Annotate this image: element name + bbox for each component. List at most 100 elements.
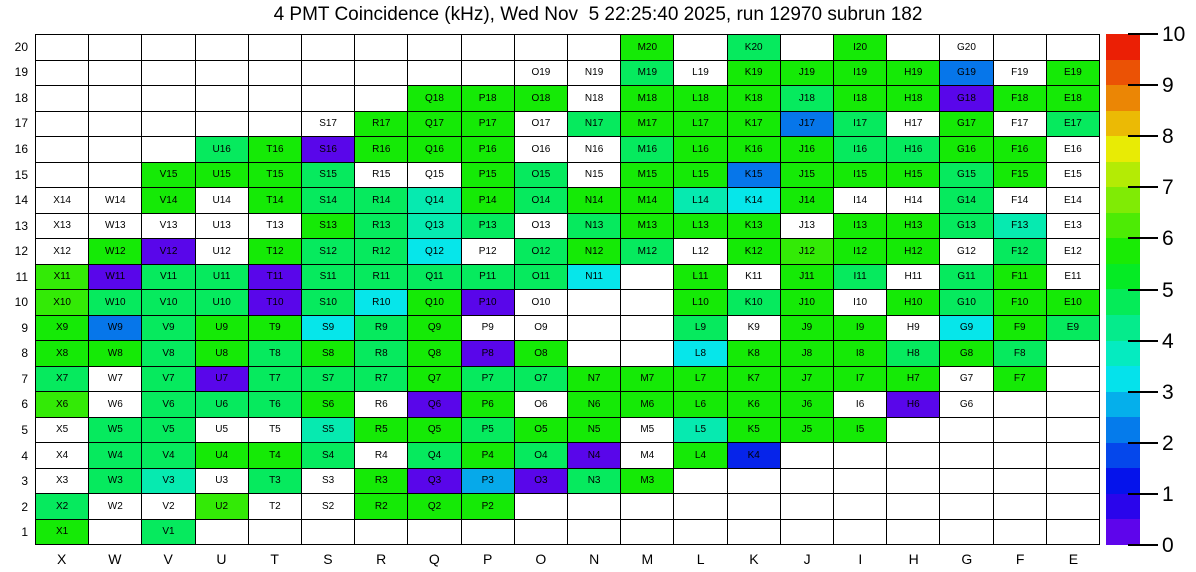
pmt-cell: R9 [355, 315, 409, 341]
y-axis-label: 20 [14, 39, 28, 54]
empty-cell [355, 519, 409, 545]
y-axis-label: 12 [14, 244, 28, 259]
empty-cell [940, 494, 994, 520]
chart-title: 4 PMT Coincidence (kHz), Wed Nov 5 22:25… [273, 4, 923, 25]
empty-cell [674, 519, 728, 545]
pmt-cell: R16 [355, 137, 409, 163]
colorbar-band [1106, 187, 1140, 213]
empty-cell [89, 111, 143, 137]
pmt-cell: H13 [887, 213, 941, 239]
empty-cell [940, 519, 994, 545]
x-axis-label: G [961, 551, 973, 567]
pmt-cell: X6 [36, 392, 90, 418]
pmt-cell: T3 [248, 468, 302, 494]
pmt-cell: N18 [568, 86, 622, 112]
pmt-cell: Q9 [408, 315, 462, 341]
pmt-cell: U4 [195, 443, 249, 469]
pmt-cell: M20 [621, 35, 675, 61]
pmt-cell: P14 [461, 188, 515, 214]
colorbar-band [1106, 391, 1140, 418]
pmt-cell: J12 [780, 239, 834, 265]
pmt-cell: Q18 [408, 86, 462, 112]
x-axis-label: P [482, 551, 493, 567]
pmt-cell: G18 [940, 86, 994, 112]
pmt-cell: V2 [142, 494, 196, 520]
pmt-cell: G12 [940, 239, 994, 265]
empty-cell [780, 519, 834, 545]
y-axis-label: 5 [21, 423, 28, 438]
pmt-cell: O6 [514, 392, 568, 418]
pmt-cell: E19 [1046, 60, 1100, 86]
empty-cell [621, 290, 675, 316]
pmt-cell: W9 [89, 315, 143, 341]
y-axis-label: 4 [21, 448, 28, 463]
colorbar-tick-label: 3 [1162, 380, 1174, 404]
pmt-cell: X8 [36, 341, 90, 367]
pmt-cell: J6 [780, 392, 834, 418]
pmt-cell: L12 [674, 239, 728, 265]
x-axis-label: N [589, 551, 600, 567]
pmt-cell: V9 [142, 315, 196, 341]
empty-cell [514, 35, 568, 61]
empty-cell [195, 35, 249, 61]
pmt-cell: O13 [514, 213, 568, 239]
pmt-cell: P7 [461, 366, 515, 392]
pmt-cell: J17 [780, 111, 834, 137]
empty-cell [621, 315, 675, 341]
pmt-cell: U16 [195, 137, 249, 163]
pmt-cell: P12 [461, 239, 515, 265]
pmt-cell: S3 [302, 468, 356, 494]
pmt-cell: L13 [674, 213, 728, 239]
pmt-cell: V8 [142, 341, 196, 367]
pmt-cell: R2 [355, 494, 409, 520]
pmt-cell: W2 [89, 494, 143, 520]
pmt-cell: R17 [355, 111, 409, 137]
pmt-cell: F8 [993, 341, 1047, 367]
pmt-cell: W3 [89, 468, 143, 494]
pmt-cell: L5 [674, 417, 728, 443]
pmt-cell: Q17 [408, 111, 462, 137]
pmt-cell: E16 [1046, 137, 1100, 163]
pmt-cell: K4 [727, 443, 781, 469]
pmt-cell: Q16 [408, 137, 462, 163]
empty-cell [621, 341, 675, 367]
empty-cell [780, 35, 834, 61]
pmt-cell: M7 [621, 366, 675, 392]
colorbar-band [1106, 161, 1140, 188]
pmt-cell: F14 [993, 188, 1047, 214]
pmt-cell: T16 [248, 137, 302, 163]
x-axis-label: L [696, 551, 705, 567]
x-axis-label: O [535, 551, 547, 567]
empty-cell [568, 315, 622, 341]
pmt-cell: U9 [195, 315, 249, 341]
pmt-cell: S15 [302, 162, 356, 188]
pmt-cell: R7 [355, 366, 409, 392]
pmt-cell: M3 [621, 468, 675, 494]
x-axis-label: I [858, 551, 863, 567]
y-axis-label: 3 [21, 474, 28, 489]
pmt-cell: S4 [302, 443, 356, 469]
pmt-cell: N11 [568, 264, 622, 290]
pmt-cell: R15 [355, 162, 409, 188]
empty-cell [514, 494, 568, 520]
pmt-cell: Q8 [408, 341, 462, 367]
pmt-cell: M17 [621, 111, 675, 137]
colorbar-tick [1128, 33, 1158, 35]
pmt-cell: L18 [674, 86, 728, 112]
empty-cell [621, 494, 675, 520]
pmt-cell: T13 [248, 213, 302, 239]
pmt-cell: J8 [780, 341, 834, 367]
pmt-cell: I6 [834, 392, 888, 418]
colorbar-tick-label: 4 [1162, 329, 1174, 353]
x-axis-label: X [56, 551, 67, 567]
pmt-cell: O11 [514, 264, 568, 290]
pmt-cell: S10 [302, 290, 356, 316]
pmt-cell: I14 [834, 188, 888, 214]
empty-cell [302, 86, 356, 112]
pmt-cell: K7 [727, 366, 781, 392]
pmt-cell: N6 [568, 392, 622, 418]
pmt-cell: F9 [993, 315, 1047, 341]
pmt-cell: K13 [727, 213, 781, 239]
pmt-cell: R3 [355, 468, 409, 494]
pmt-cell: S17 [302, 111, 356, 137]
